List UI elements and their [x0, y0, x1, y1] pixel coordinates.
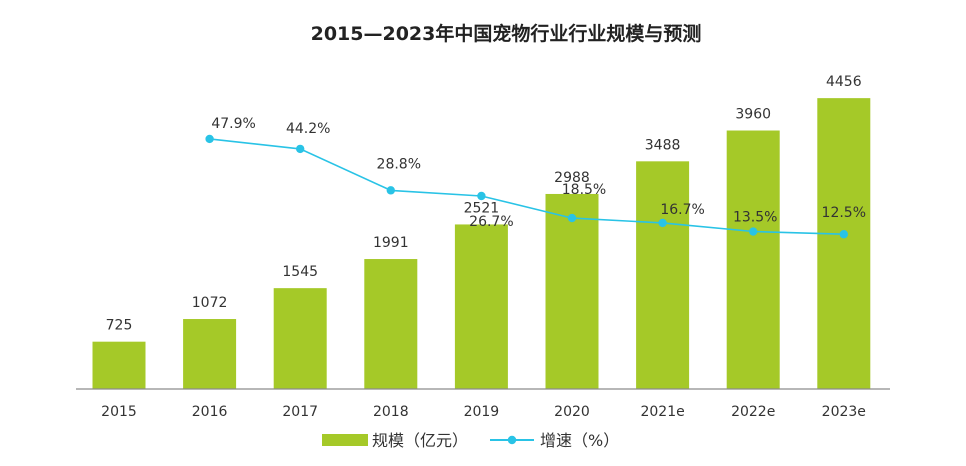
chart-title: 2015—2023年中国宠物行业行业规模与预测 [311, 22, 702, 45]
legend: 规模（亿元） 增速（%） [322, 431, 619, 450]
rate-point-2016 [205, 134, 214, 144]
rate-point-2021e [658, 218, 667, 228]
rate-point-2020 [567, 213, 577, 223]
rate-point-2022e [749, 227, 758, 236]
bar-2023e [817, 98, 871, 389]
bar-2021e [636, 161, 690, 389]
bar-2020 [545, 193, 599, 389]
rate-point-2018 [386, 186, 395, 195]
bar-label-2022e: 3960 [735, 107, 771, 123]
rate-label-2019: 26.7% [469, 214, 513, 230]
rate-point-2019 [477, 191, 486, 201]
x-tick-2021e: 2021e [640, 404, 684, 420]
bar-2018 [364, 259, 418, 389]
x-tick-2016: 2016 [192, 404, 228, 420]
bar-2015 [92, 341, 146, 389]
bar-2019 [454, 224, 508, 389]
legend-label-bar: 规模（亿元） [372, 431, 468, 450]
rate-series [205, 134, 848, 239]
bar-label-2015: 725 [106, 318, 133, 334]
bar-label-2021e: 3488 [645, 137, 681, 153]
x-tick-2022e: 2022e [731, 404, 775, 420]
rate-label-2016: 47.9% [211, 116, 255, 132]
rate-label-2020: 18.5% [562, 182, 606, 198]
bar-label-2020: 2988 [554, 170, 590, 186]
x-tick-2015: 2015 [101, 404, 137, 420]
rate-label-2017: 44.2% [286, 121, 330, 137]
bar-2016 [183, 319, 237, 389]
x-tick-labels: 2015 2016 2017 2018 2019 2020 2021e 2022e 2023e [101, 404, 866, 420]
bar-value-labels: 725 1072 1545 1991 2521 2988 3488 3960 4456 [106, 74, 862, 334]
rate-line-path [209, 138, 844, 235]
x-tick-2018: 2018 [373, 404, 409, 420]
legend-label-line: 增速（%） [540, 431, 619, 450]
rate-label-2018: 28.8% [377, 156, 421, 172]
bar-series [92, 98, 871, 389]
legend-swatch-bar [322, 434, 368, 446]
bar-label-2019: 2521 [464, 200, 500, 216]
x-tick-2017: 2017 [282, 404, 318, 420]
x-tick-2023e: 2023e [822, 404, 866, 420]
legend-swatch-marker [507, 435, 517, 445]
rate-label-2021e: 16.7% [660, 202, 704, 218]
rate-label-2022e: 13.5% [733, 210, 777, 226]
rate-value-labels: 47.9% 44.2% 28.8% 26.7% 18.5% 16.7% 13.5% 12.5% [211, 116, 866, 230]
bar-2017 [273, 288, 327, 389]
rate-label-2023e: 12.5% [822, 205, 866, 221]
bar-label-2017: 1545 [282, 264, 318, 280]
x-tick-2019: 2019 [464, 404, 500, 420]
rate-point-2017 [296, 144, 305, 154]
bar-2022e [726, 130, 780, 389]
rate-point-2023e [839, 230, 848, 239]
bar-label-2016: 1072 [192, 295, 228, 311]
bar-label-2023e: 4456 [826, 74, 862, 90]
x-tick-2020: 2020 [554, 404, 590, 420]
bar-label-2018: 1991 [373, 235, 409, 251]
